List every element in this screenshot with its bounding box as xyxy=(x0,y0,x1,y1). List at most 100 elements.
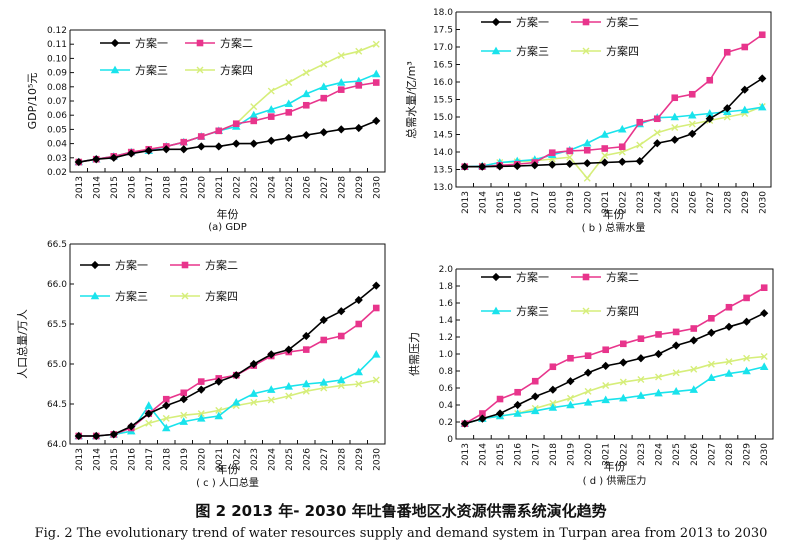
y-tick-label-b: 17.0 xyxy=(433,43,453,53)
x-tick-label-d: 2023 xyxy=(637,443,647,466)
x-tick-label-b: 2016 xyxy=(513,191,523,214)
figure-caption-cn: 图 2 2013 年- 2030 年吐鲁番地区水资源供需系统演化趋势 xyxy=(195,502,607,520)
legend-item-b-4: 方案四 xyxy=(571,44,639,58)
data-point-a-4 xyxy=(320,60,328,68)
data-point-d-2 xyxy=(496,395,504,403)
legend-marker-c-2 xyxy=(181,261,189,269)
chart-caption-c: ( c ) 人口总量 xyxy=(196,476,259,489)
data-point-b-1 xyxy=(530,161,539,170)
legend-label-b-1: 方案一 xyxy=(516,15,549,29)
data-point-b-4 xyxy=(566,153,574,161)
x-tick-label-d: 2013 xyxy=(461,443,471,466)
data-point-c-2 xyxy=(337,332,345,340)
x-tick-label-a: 2015 xyxy=(110,176,120,199)
data-point-c-4 xyxy=(372,376,380,384)
x-tick-label-d: 2026 xyxy=(690,443,700,466)
data-point-c-2 xyxy=(180,389,188,397)
y-tick-label-d: 1.8 xyxy=(439,282,454,292)
data-point-a-4 xyxy=(372,40,380,48)
y-tick-label-a: 0.03 xyxy=(47,154,67,164)
data-point-d-3 xyxy=(671,386,681,395)
data-point-a-2 xyxy=(285,109,293,116)
x-tick-label-a: 2014 xyxy=(92,176,102,199)
y-tick-label-d: 0.4 xyxy=(439,401,454,411)
legend-item-b-1: 方案一 xyxy=(481,15,549,29)
data-point-a-1 xyxy=(74,157,83,167)
x-tick-label-c: 2014 xyxy=(92,448,102,471)
legend-marker-d-2 xyxy=(582,273,590,281)
y-tick-label-b: 15.0 xyxy=(433,113,453,123)
data-point-b-1 xyxy=(478,162,487,171)
data-point-c-1 xyxy=(372,281,381,290)
x-tick-label-a: 2029 xyxy=(355,176,365,199)
x-tick-label-b: 2021 xyxy=(601,191,611,214)
x-axis-label-c: 年份 xyxy=(217,462,239,476)
data-point-c-3 xyxy=(302,379,311,388)
series-line-b-3 xyxy=(464,106,763,168)
data-point-c-4 xyxy=(267,396,275,404)
x-tick-label-b: 2027 xyxy=(706,191,716,214)
data-point-b-1 xyxy=(600,158,609,167)
legend-item-d-2: 方案二 xyxy=(571,270,639,284)
x-tick-label-b: 2022 xyxy=(618,191,628,214)
data-point-a-2 xyxy=(197,133,205,140)
x-tick-label-a: 2027 xyxy=(320,176,330,199)
data-point-d-3 xyxy=(654,388,663,397)
y-tick-label-c: 66.5 xyxy=(47,240,67,250)
data-point-c-3 xyxy=(319,377,328,386)
data-point-b-4 xyxy=(601,152,609,159)
data-point-a-3 xyxy=(302,89,311,98)
legend-label-c-2: 方案二 xyxy=(205,258,238,272)
series-c-1 xyxy=(74,281,381,441)
y-tick-label-a: 0.10 xyxy=(47,54,67,64)
data-point-b-1 xyxy=(583,159,592,168)
chart-panel-a: 0.02 0.03 0.04 0.05 0.06 0.07 0.08 0.09 0.10 0.11… xyxy=(26,26,386,233)
x-tick-label-c: 2029 xyxy=(355,448,365,471)
data-point-d-1 xyxy=(760,309,769,318)
data-point-c-1 xyxy=(354,295,363,305)
data-point-c-4 xyxy=(285,392,293,400)
data-point-a-2 xyxy=(302,101,310,109)
axis-frame-a xyxy=(69,29,386,173)
data-point-d-2 xyxy=(514,388,521,396)
series-b-1 xyxy=(460,74,767,171)
data-point-c-2 xyxy=(162,395,170,403)
data-point-d-4 xyxy=(584,387,592,395)
data-point-c-1 xyxy=(214,377,223,386)
data-point-c-1 xyxy=(284,345,293,354)
data-point-a-1 xyxy=(267,136,276,145)
chart-caption-b: ( b ) 总需水量 xyxy=(582,221,646,234)
data-point-b-3 xyxy=(600,130,609,138)
y-tick-label-b: 14.5 xyxy=(433,131,453,141)
y-tick-label-a: 0.04 xyxy=(47,140,67,150)
data-point-d-4 xyxy=(760,353,768,361)
data-point-d-4 xyxy=(725,358,733,366)
x-tick-label-d: 2027 xyxy=(707,443,717,466)
y-tick-label-c: 65.5 xyxy=(47,320,67,330)
y-tick-label-d: 1.2 xyxy=(439,333,453,343)
x-tick-label-b: 2017 xyxy=(531,191,541,214)
data-point-c-3 xyxy=(179,417,188,425)
data-point-c-4 xyxy=(180,411,188,419)
axis-frame-c xyxy=(69,243,386,445)
data-point-b-3 xyxy=(670,112,679,121)
legend-item-b-2: 方案二 xyxy=(571,15,639,29)
data-point-d-1 xyxy=(636,354,646,363)
data-point-c-2 xyxy=(355,320,363,328)
data-point-c-4 xyxy=(320,384,328,392)
data-point-c-1 xyxy=(249,359,258,369)
y-tick-label-a: 0.02 xyxy=(47,168,67,178)
y-tick-label-a: 0.12 xyxy=(47,26,67,36)
data-point-a-2 xyxy=(232,120,240,128)
data-point-c-1 xyxy=(162,401,171,410)
data-point-a-2 xyxy=(250,117,258,125)
data-point-c-1 xyxy=(232,371,241,380)
data-point-d-2 xyxy=(708,315,715,322)
y-tick-label-a: 0.05 xyxy=(47,125,67,135)
x-tick-label-d: 2014 xyxy=(478,443,488,466)
axis-frame-b xyxy=(455,11,772,188)
data-point-c-1 xyxy=(74,431,83,441)
y-tick-label-d: 0.2 xyxy=(439,418,453,428)
data-point-a-1 xyxy=(127,149,136,158)
x-tick-label-b: 2026 xyxy=(688,191,698,214)
